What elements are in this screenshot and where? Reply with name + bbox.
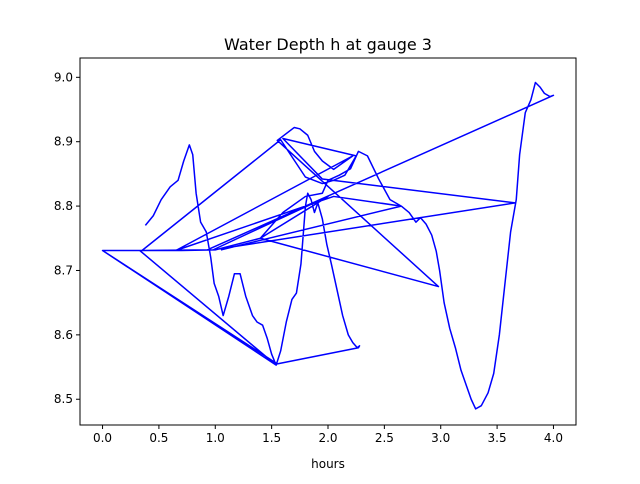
y-tick-label: 8.7 [54,263,73,277]
y-tick-label: 9.0 [54,70,73,84]
x-tick-label: 1.0 [206,431,225,445]
chart-title: Water Depth h at gauge 3 [224,35,432,54]
plot-area: 0.0 0.5 1.0 1.5 2.0 2.5 3.0 3.5 4.0 8.5 8.6 8.7 8.8 8… [54,57,577,445]
y-tick-label: 8.6 [54,328,73,342]
x-tick-label: 4.0 [544,431,563,445]
y-tick-label: 8.8 [54,199,73,213]
x-tick-label: 3.5 [488,431,507,445]
y-tick-label: 8.9 [54,135,73,149]
x-axis-label: hours [311,457,345,471]
x-tick-label: 3.0 [431,431,450,445]
x-tick-label: 0.5 [149,431,168,445]
x-tick-label: 0.0 [93,431,112,445]
series-line-0 [101,81,555,410]
x-tick-label: 2.0 [318,431,337,445]
x-tick-label: 1.5 [262,431,281,445]
y-tick-label: 8.5 [54,392,73,406]
x-tick-label: 2.5 [375,431,394,445]
